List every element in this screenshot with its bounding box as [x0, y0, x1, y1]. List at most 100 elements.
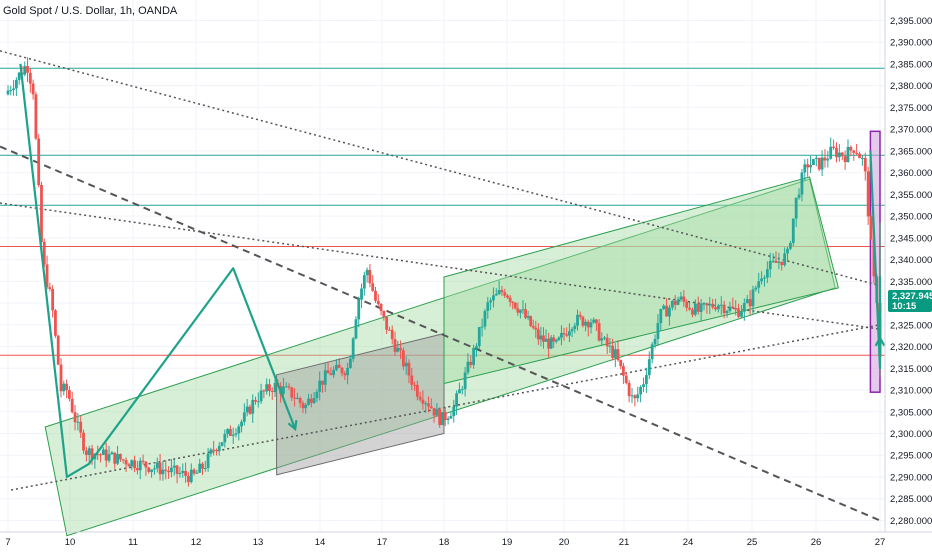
- candle-body: [424, 403, 428, 405]
- candle-body: [650, 344, 654, 360]
- candle-body: [702, 303, 706, 305]
- candle-body: [215, 450, 218, 452]
- candle-body: [475, 346, 478, 348]
- candle-body: [259, 390, 263, 402]
- candle-body: [251, 399, 255, 414]
- candle-body: [443, 412, 447, 421]
- candle-body: [399, 348, 402, 351]
- candle-body: [624, 375, 628, 383]
- price-tick-label: 2,370.000: [890, 125, 932, 136]
- candle-body: [170, 467, 173, 473]
- candle-body: [570, 329, 574, 332]
- candle-body: [560, 333, 563, 338]
- candle-body: [229, 429, 232, 436]
- candle-body: [273, 382, 277, 392]
- candle-body: [144, 461, 148, 468]
- candle-body: [45, 264, 49, 288]
- candle-body: [872, 239, 876, 277]
- candle-body: [351, 338, 355, 359]
- candle-body: [592, 319, 596, 323]
- candle-body: [466, 361, 470, 373]
- candle-body: [360, 288, 363, 300]
- candle-body: [226, 429, 230, 434]
- candle-body: [354, 319, 358, 339]
- candle-body: [725, 311, 729, 314]
- candle-body: [376, 300, 380, 305]
- candle-body: [688, 307, 691, 310]
- candle-body: [237, 426, 241, 434]
- candle-body: [167, 470, 170, 473]
- candle-body: [656, 323, 660, 339]
- candle-body: [740, 311, 743, 317]
- candle-body: [636, 394, 640, 399]
- time-tick-label: 18: [439, 537, 450, 548]
- candle-body: [508, 297, 512, 302]
- projection-path: [19, 63, 297, 479]
- candle-body: [54, 310, 57, 336]
- candle-body: [469, 361, 473, 365]
- time-axis[interactable]: 7 10 11 12 13 14 17 18 19 20 21 24 25 26 27: [5, 537, 885, 548]
- candle-body: [789, 242, 792, 249]
- candle-body: [685, 301, 689, 308]
- candle-body: [203, 467, 207, 469]
- time-tick-label: 21: [619, 537, 630, 548]
- price-tick-label: 2,385.000: [890, 59, 932, 70]
- candle-body: [673, 300, 677, 305]
- candle-body: [304, 404, 308, 409]
- candle-body: [449, 416, 453, 419]
- candle-body: [835, 147, 838, 158]
- candle-body: [161, 469, 165, 475]
- candle-body: [332, 369, 336, 375]
- candle-body: [731, 306, 735, 309]
- candle-body: [829, 146, 833, 159]
- candle-body: [534, 327, 538, 330]
- candle-body: [800, 172, 804, 195]
- candle-body: [67, 390, 71, 399]
- candle-body: [812, 159, 815, 165]
- candle-body: [568, 331, 571, 336]
- candle-body: [282, 386, 285, 394]
- candle-body: [307, 398, 310, 405]
- candle-body: [693, 303, 697, 315]
- candle-body: [737, 309, 740, 317]
- candle-body: [826, 158, 830, 161]
- candle-body: [494, 293, 498, 296]
- candle-body: [774, 260, 778, 263]
- candle-body: [662, 305, 666, 309]
- candle-body: [837, 152, 841, 158]
- candle-body: [705, 303, 709, 306]
- candle-body: [489, 300, 493, 303]
- candle-body: [270, 391, 274, 393]
- time-tick-label: 13: [253, 537, 264, 548]
- bar-countdown: 10:15: [892, 301, 917, 312]
- price-tick-label: 2,350.000: [890, 212, 932, 223]
- candle-body: [589, 322, 593, 328]
- candle-body: [390, 329, 394, 340]
- time-tick-label: 26: [811, 537, 822, 548]
- candle-body: [477, 327, 481, 347]
- candle-body: [124, 460, 128, 465]
- candle-body: [452, 406, 456, 417]
- candle-body: [603, 337, 606, 339]
- candle-body: [17, 72, 21, 80]
- candle-body: [578, 314, 582, 317]
- candle-body: [42, 241, 46, 265]
- candle-body: [483, 310, 487, 327]
- candle-body: [814, 157, 818, 160]
- horizontal-levels: [0, 67, 885, 356]
- current-price: 2,327.945: [892, 291, 932, 302]
- candle-body: [73, 412, 77, 423]
- candle-body: [26, 66, 29, 73]
- candle-body: [613, 349, 617, 358]
- candle-body: [101, 449, 105, 455]
- candle-body: [245, 406, 249, 413]
- time-tick-label: 14: [315, 537, 326, 548]
- candle-body: [312, 398, 316, 403]
- candle-body: [608, 345, 612, 347]
- candle-body: [786, 248, 789, 254]
- candle-body: [722, 304, 726, 314]
- candle-body: [668, 307, 671, 317]
- candle-body: [460, 389, 464, 391]
